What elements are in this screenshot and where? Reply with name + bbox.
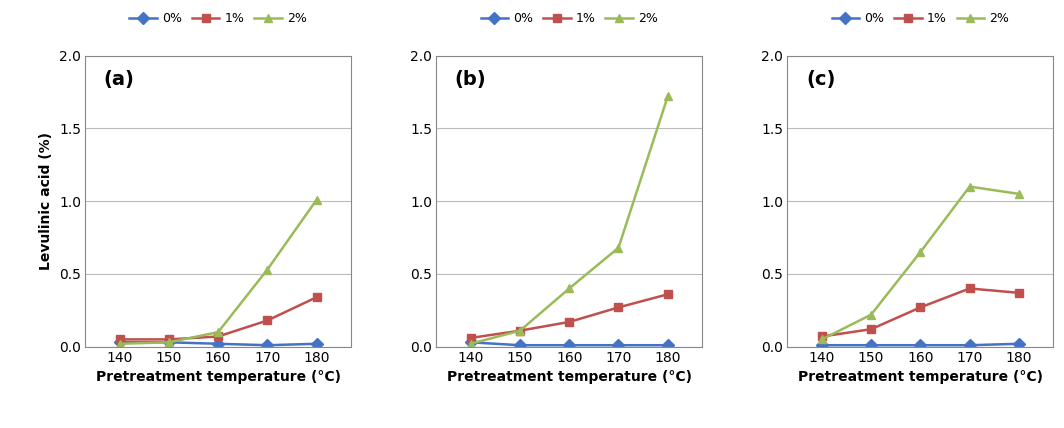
Text: (b): (b) [455, 70, 486, 89]
X-axis label: Pretreatment temperature (°C): Pretreatment temperature (°C) [447, 370, 692, 384]
X-axis label: Pretreatment temperature (°C): Pretreatment temperature (°C) [96, 370, 340, 384]
X-axis label: Pretreatment temperature (°C): Pretreatment temperature (°C) [798, 370, 1043, 384]
Text: (a): (a) [104, 70, 135, 89]
Y-axis label: Levulinic acid (%): Levulinic acid (%) [39, 132, 53, 270]
Legend: 0%, 1%, 2%: 0%, 1%, 2% [130, 12, 306, 25]
Legend: 0%, 1%, 2%: 0%, 1%, 2% [481, 12, 658, 25]
Text: (c): (c) [807, 70, 835, 89]
Legend: 0%, 1%, 2%: 0%, 1%, 2% [832, 12, 1009, 25]
